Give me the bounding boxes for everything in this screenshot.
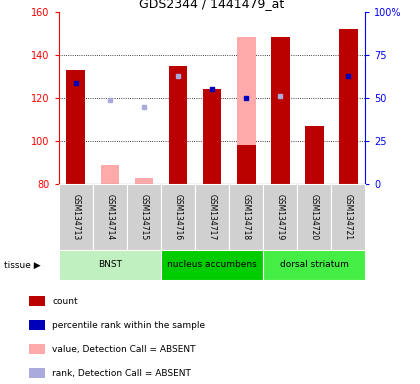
Bar: [271, 38, 290, 184]
Text: count: count: [52, 296, 78, 306]
Bar: [161, 184, 195, 250]
Text: tissue ▶: tissue ▶: [4, 260, 41, 270]
Text: GSM134714: GSM134714: [105, 194, 114, 240]
Bar: [29, 320, 45, 330]
Text: GSM134719: GSM134719: [276, 194, 285, 240]
Bar: [93, 184, 127, 250]
Bar: [29, 344, 45, 354]
Bar: [339, 29, 358, 184]
Bar: [305, 126, 324, 184]
Bar: [229, 184, 263, 250]
Text: GSM134718: GSM134718: [241, 194, 251, 240]
Text: GSM134716: GSM134716: [173, 194, 183, 240]
Bar: [134, 178, 153, 184]
Bar: [271, 38, 290, 184]
Text: percentile rank within the sample: percentile rank within the sample: [52, 321, 205, 329]
Bar: [203, 89, 221, 184]
Text: BNST: BNST: [98, 260, 122, 270]
Bar: [263, 184, 297, 250]
Text: rank, Detection Call = ABSENT: rank, Detection Call = ABSENT: [52, 369, 191, 377]
Text: GSM134713: GSM134713: [71, 194, 80, 240]
Bar: [331, 184, 365, 250]
Text: value, Detection Call = ABSENT: value, Detection Call = ABSENT: [52, 344, 196, 354]
Text: GSM134720: GSM134720: [310, 194, 319, 240]
Text: nucleus accumbens: nucleus accumbens: [167, 260, 257, 270]
Bar: [169, 66, 187, 184]
Text: GSM134715: GSM134715: [139, 194, 148, 240]
Bar: [237, 38, 255, 184]
Bar: [59, 250, 161, 280]
Text: GSM134717: GSM134717: [207, 194, 217, 240]
Bar: [237, 146, 255, 184]
Title: GDS2344 / 1441479_at: GDS2344 / 1441479_at: [139, 0, 285, 10]
Bar: [195, 184, 229, 250]
Text: dorsal striatum: dorsal striatum: [280, 260, 349, 270]
Bar: [29, 368, 45, 378]
Text: GSM134721: GSM134721: [344, 194, 353, 240]
Bar: [161, 250, 263, 280]
Bar: [66, 70, 85, 184]
Bar: [59, 184, 93, 250]
Bar: [169, 66, 187, 184]
Bar: [297, 184, 331, 250]
Bar: [127, 184, 161, 250]
Bar: [305, 126, 324, 184]
Bar: [100, 165, 119, 184]
Bar: [29, 296, 45, 306]
Bar: [263, 250, 365, 280]
